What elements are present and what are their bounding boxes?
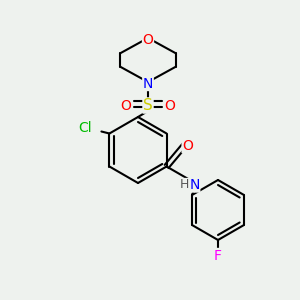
Text: N: N xyxy=(189,178,200,192)
Text: N: N xyxy=(143,76,153,91)
Text: O: O xyxy=(142,32,153,46)
Text: F: F xyxy=(214,248,222,262)
Text: O: O xyxy=(121,98,131,112)
Text: Cl: Cl xyxy=(79,121,92,135)
Text: S: S xyxy=(143,98,153,113)
Text: H: H xyxy=(180,178,189,191)
Text: O: O xyxy=(165,98,176,112)
Text: O: O xyxy=(182,139,193,153)
